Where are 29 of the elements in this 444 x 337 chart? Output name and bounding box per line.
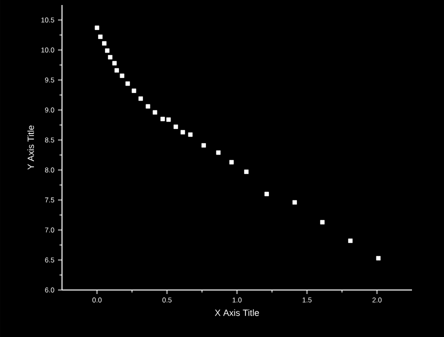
point [348, 238, 353, 243]
point [188, 132, 193, 137]
point [180, 130, 186, 134]
point [264, 192, 269, 196]
point [166, 117, 171, 122]
x-axis-title: X Axis Title [214, 309, 259, 316]
point [376, 256, 381, 260]
point [112, 60, 117, 66]
point [152, 110, 158, 115]
point [292, 200, 297, 205]
point [174, 124, 178, 129]
point [105, 48, 110, 53]
point [160, 116, 165, 122]
point [146, 104, 150, 109]
point [201, 143, 206, 148]
point [244, 170, 249, 174]
point [102, 41, 106, 46]
point [229, 160, 234, 164]
point [138, 96, 143, 101]
point [108, 54, 112, 60]
point [216, 150, 221, 155]
point [125, 81, 130, 86]
point [98, 34, 103, 39]
y-axis-title: Y Axis Title [27, 126, 34, 170]
point [120, 74, 124, 78]
point [114, 68, 119, 73]
point [94, 26, 100, 30]
point [132, 88, 136, 93]
point [320, 220, 325, 224]
